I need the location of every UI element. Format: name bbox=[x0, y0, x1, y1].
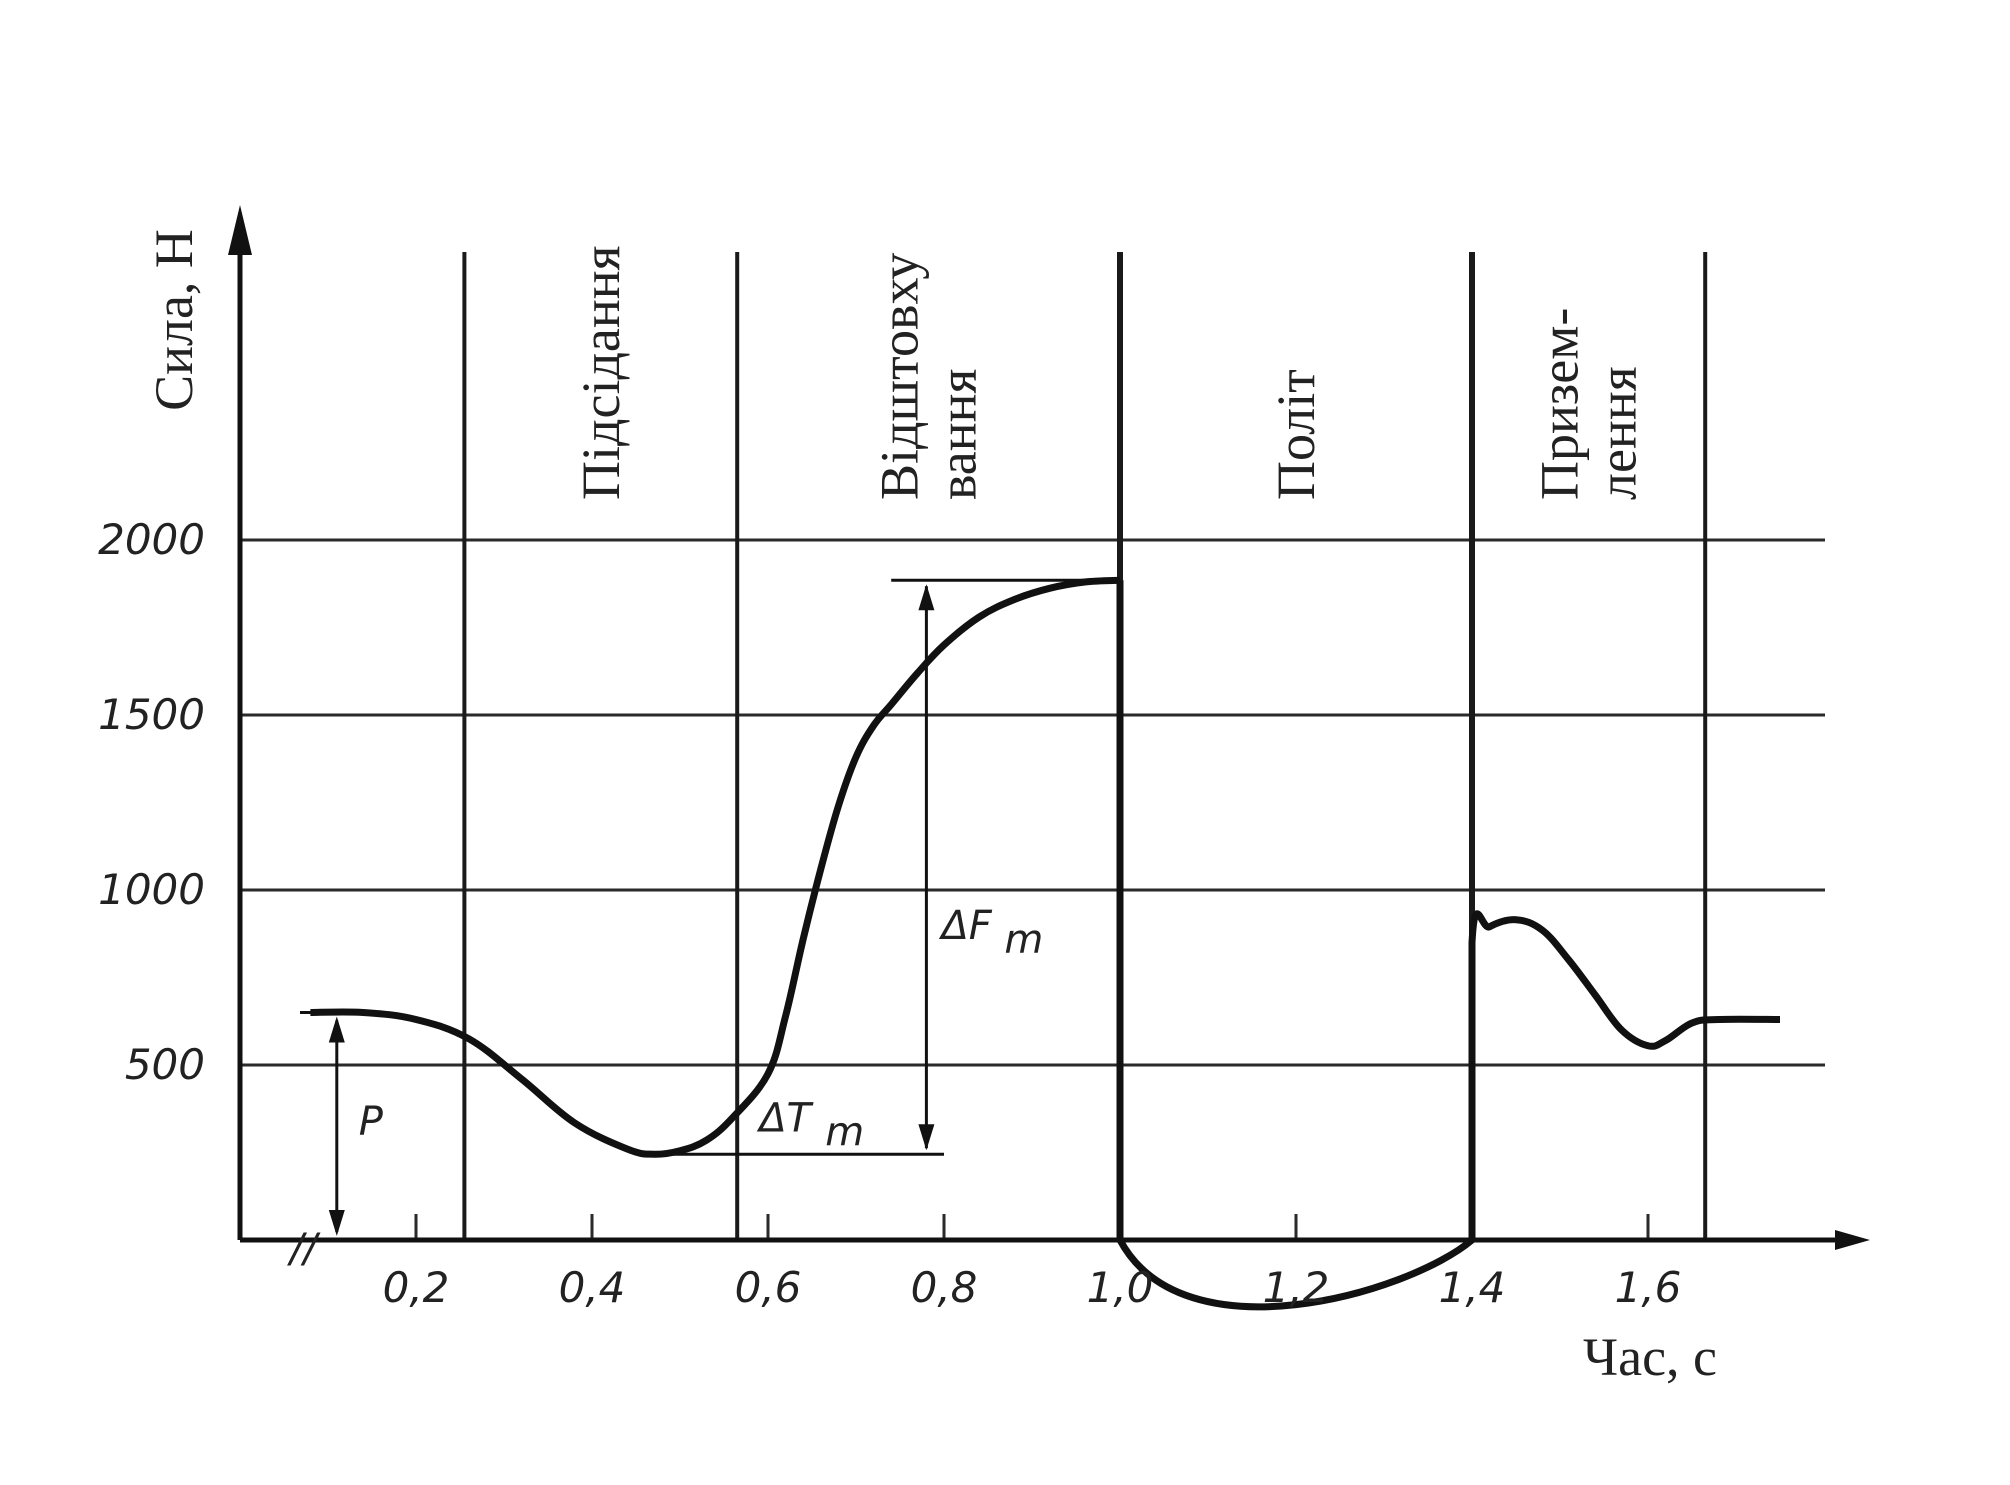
x-axis-title: Час, с bbox=[1583, 1327, 1717, 1387]
y-axis-arrow bbox=[228, 205, 252, 255]
y-tick-label-500: 500 bbox=[125, 1040, 205, 1089]
phase-label: Підсідання bbox=[571, 245, 631, 500]
x-tick-label-1,4: 1,4 bbox=[1439, 1263, 1506, 1312]
phase-label-line: Призем- bbox=[1530, 308, 1590, 500]
annotation-layer: PΔF mΔT m bbox=[300, 578, 1120, 1236]
axis-break-mark: // bbox=[287, 1226, 321, 1272]
y-tick-label-1500: 1500 bbox=[98, 690, 205, 739]
labels-layer: 2000 1500 1000 500 0,2 0,4 0,6 0,8 1,0 1,2 1,4 1,6 П… bbox=[98, 245, 1681, 1312]
phase-label-line: Відштовху bbox=[870, 253, 930, 500]
force-curve-segment-0 bbox=[310, 576, 1121, 1158]
phase-boundary-lines bbox=[462, 252, 1708, 1240]
delta-t-subscript: m bbox=[825, 1110, 864, 1156]
x-tick-label-0,2: 0,2 bbox=[383, 1263, 450, 1312]
phase-label: Призем-лення bbox=[1530, 308, 1648, 500]
x-tick-label-0,6: 0,6 bbox=[735, 1263, 802, 1312]
delta-f-subscript: m bbox=[1004, 917, 1043, 963]
y-tick-label-2000: 2000 bbox=[98, 515, 205, 564]
x-axis-arrow bbox=[1835, 1230, 1870, 1250]
phase-label-line: лення bbox=[1588, 366, 1648, 500]
series-layer bbox=[310, 576, 1781, 1311]
delta-f-label: ΔF bbox=[938, 903, 992, 949]
p-label: P bbox=[359, 1099, 384, 1145]
delta-f-arrow-head-up bbox=[918, 584, 935, 611]
force-curve-segment-1 bbox=[1116, 580, 1781, 1311]
phase-label-line: Підсідання bbox=[571, 245, 631, 500]
x-tick-label-1,6: 1,6 bbox=[1615, 1263, 1682, 1312]
x-tick-label-0,8: 0,8 bbox=[911, 1263, 978, 1312]
phase-label: Політ bbox=[1266, 369, 1326, 500]
x-tick-label-1,0: 1,0 bbox=[1087, 1263, 1154, 1312]
delta-f-arrow-head-down bbox=[918, 1124, 935, 1151]
phase-label-line: Політ bbox=[1266, 369, 1326, 500]
phase-label-line: вання bbox=[928, 369, 988, 500]
delta-t-label: ΔT bbox=[756, 1096, 814, 1142]
x-tick-label-0,4: 0,4 bbox=[559, 1263, 626, 1312]
x-tick-label-1,2: 1,2 bbox=[1263, 1263, 1330, 1312]
axes-layer bbox=[228, 205, 1870, 1250]
y-axis-title: Сила, Н bbox=[144, 229, 204, 411]
p-arrow-head-down bbox=[328, 1210, 345, 1236]
y-tick-label-1000: 1000 bbox=[98, 865, 205, 914]
p-arrow-head-up bbox=[328, 1016, 345, 1043]
